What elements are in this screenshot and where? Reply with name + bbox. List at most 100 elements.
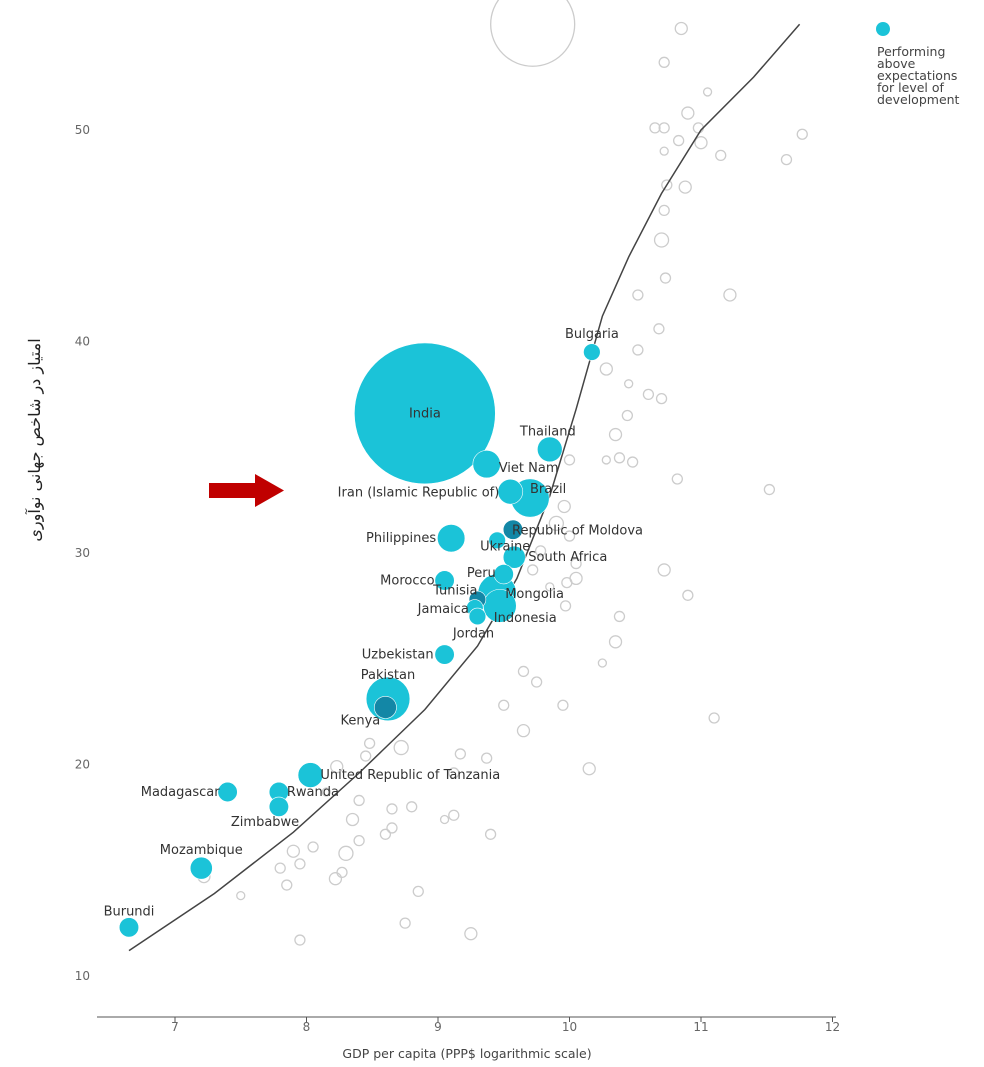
economy-point [715, 149, 727, 162]
economy-point [345, 812, 360, 827]
economy-point [659, 272, 672, 284]
economy-point [632, 289, 644, 301]
economy-point [658, 56, 670, 68]
economy-point [434, 644, 455, 665]
economy-point [563, 454, 576, 466]
y-tick-label: 10 [75, 969, 90, 983]
x-axis: 7 8 9 10 11 12 GDP per capita (PPP$ logarithm… [97, 1016, 840, 1061]
economy-point [493, 564, 514, 585]
economy-point [338, 845, 354, 861]
economy-point [294, 858, 306, 870]
arrow-shaft [209, 483, 257, 498]
economy-point [379, 828, 392, 840]
economy-point [569, 571, 583, 586]
economy-point [559, 600, 572, 612]
y-axis: 10 20 30 40 50 امتیاز در شاخص جهانی نوآوری [24, 123, 90, 983]
x-tick-label: 8 [303, 1020, 311, 1034]
x-tick-label: 9 [434, 1020, 442, 1034]
economy-point [692, 122, 705, 134]
economy-point [597, 658, 608, 668]
economy-point [437, 524, 466, 553]
economy-point [694, 136, 708, 150]
economy-point [434, 570, 455, 591]
economy-point [236, 890, 246, 901]
legend-line: development [877, 92, 960, 107]
point-label: Kenya [341, 713, 381, 728]
point-label: Mozambique [160, 843, 243, 858]
economy-point [570, 557, 582, 570]
point-label: Morocco [380, 574, 434, 589]
economy-point [702, 87, 713, 97]
economy-point [488, 531, 506, 550]
economy-point [330, 759, 344, 774]
economy-point [321, 787, 331, 797]
economy-point [189, 856, 213, 880]
economy-point [548, 515, 564, 532]
economy-point [502, 545, 526, 569]
point-labels-layer: India Bulgaria Thailand Viet Nam Iran (Islam… [104, 327, 643, 919]
point-label: Ukraine [480, 539, 530, 554]
highlighted-economies-layer [118, 342, 601, 938]
economy-point [468, 607, 487, 626]
economy-point [386, 803, 398, 815]
economy-point [537, 436, 563, 463]
legend-swatch [876, 22, 890, 36]
arrow-head [255, 474, 284, 507]
economy-point [307, 841, 319, 853]
economy-point [681, 106, 695, 120]
economy-point [274, 862, 286, 874]
point-label: Burundi [104, 904, 155, 919]
economy-point [527, 564, 539, 576]
legend-line: Performing [877, 44, 945, 59]
legend-line: for level of [877, 80, 945, 95]
economy-point [658, 122, 670, 134]
red-arrow-annotation [209, 474, 284, 507]
economy-point [557, 699, 569, 711]
point-label: Peru [467, 566, 496, 581]
economy-point [502, 519, 524, 540]
legend-line: above [877, 56, 916, 71]
economy-point [534, 545, 547, 557]
point-label: Tunisia [432, 584, 477, 599]
economy-point [118, 917, 140, 938]
economy-point [484, 828, 497, 840]
economy-point [642, 388, 655, 401]
economy-point [353, 834, 365, 847]
point-label: Pakistan [361, 668, 415, 683]
point-label: Indonesia [494, 611, 557, 626]
point-label: Zimbabwe [231, 815, 299, 830]
economy-point [448, 767, 460, 779]
economy-point [217, 781, 238, 803]
economy-point [780, 153, 793, 166]
economy-point [583, 343, 601, 361]
economy-point [297, 762, 324, 788]
economy-point [563, 530, 576, 542]
point-label: Madagascar [141, 785, 221, 800]
economy-point [281, 879, 293, 891]
economy-point [464, 927, 478, 941]
other-economies-layer [197, 0, 808, 946]
economy-point [613, 452, 626, 464]
point-label: Mongolia [505, 587, 564, 602]
economy-point [659, 146, 669, 156]
economy-point [412, 885, 424, 898]
economy-point [386, 822, 398, 834]
economy-point [632, 344, 644, 356]
economy-point [336, 866, 348, 879]
economy-point [439, 814, 450, 825]
economy-point [601, 455, 611, 465]
economy-point [599, 362, 613, 376]
economy-point [481, 752, 493, 764]
y-axis-title: امتیاز در شاخص جهانی نوآوری [24, 338, 44, 541]
point-label: Philippines [366, 531, 436, 546]
economy-point [363, 737, 376, 749]
economy-point [671, 473, 683, 485]
economy-point [516, 724, 531, 738]
economy-point [708, 712, 720, 724]
economy-point [608, 635, 623, 649]
x-tick-label: 12 [825, 1020, 840, 1034]
economy-point [626, 456, 639, 468]
economy-point [613, 610, 626, 623]
economy-point [498, 699, 510, 711]
economy-point [672, 134, 685, 147]
